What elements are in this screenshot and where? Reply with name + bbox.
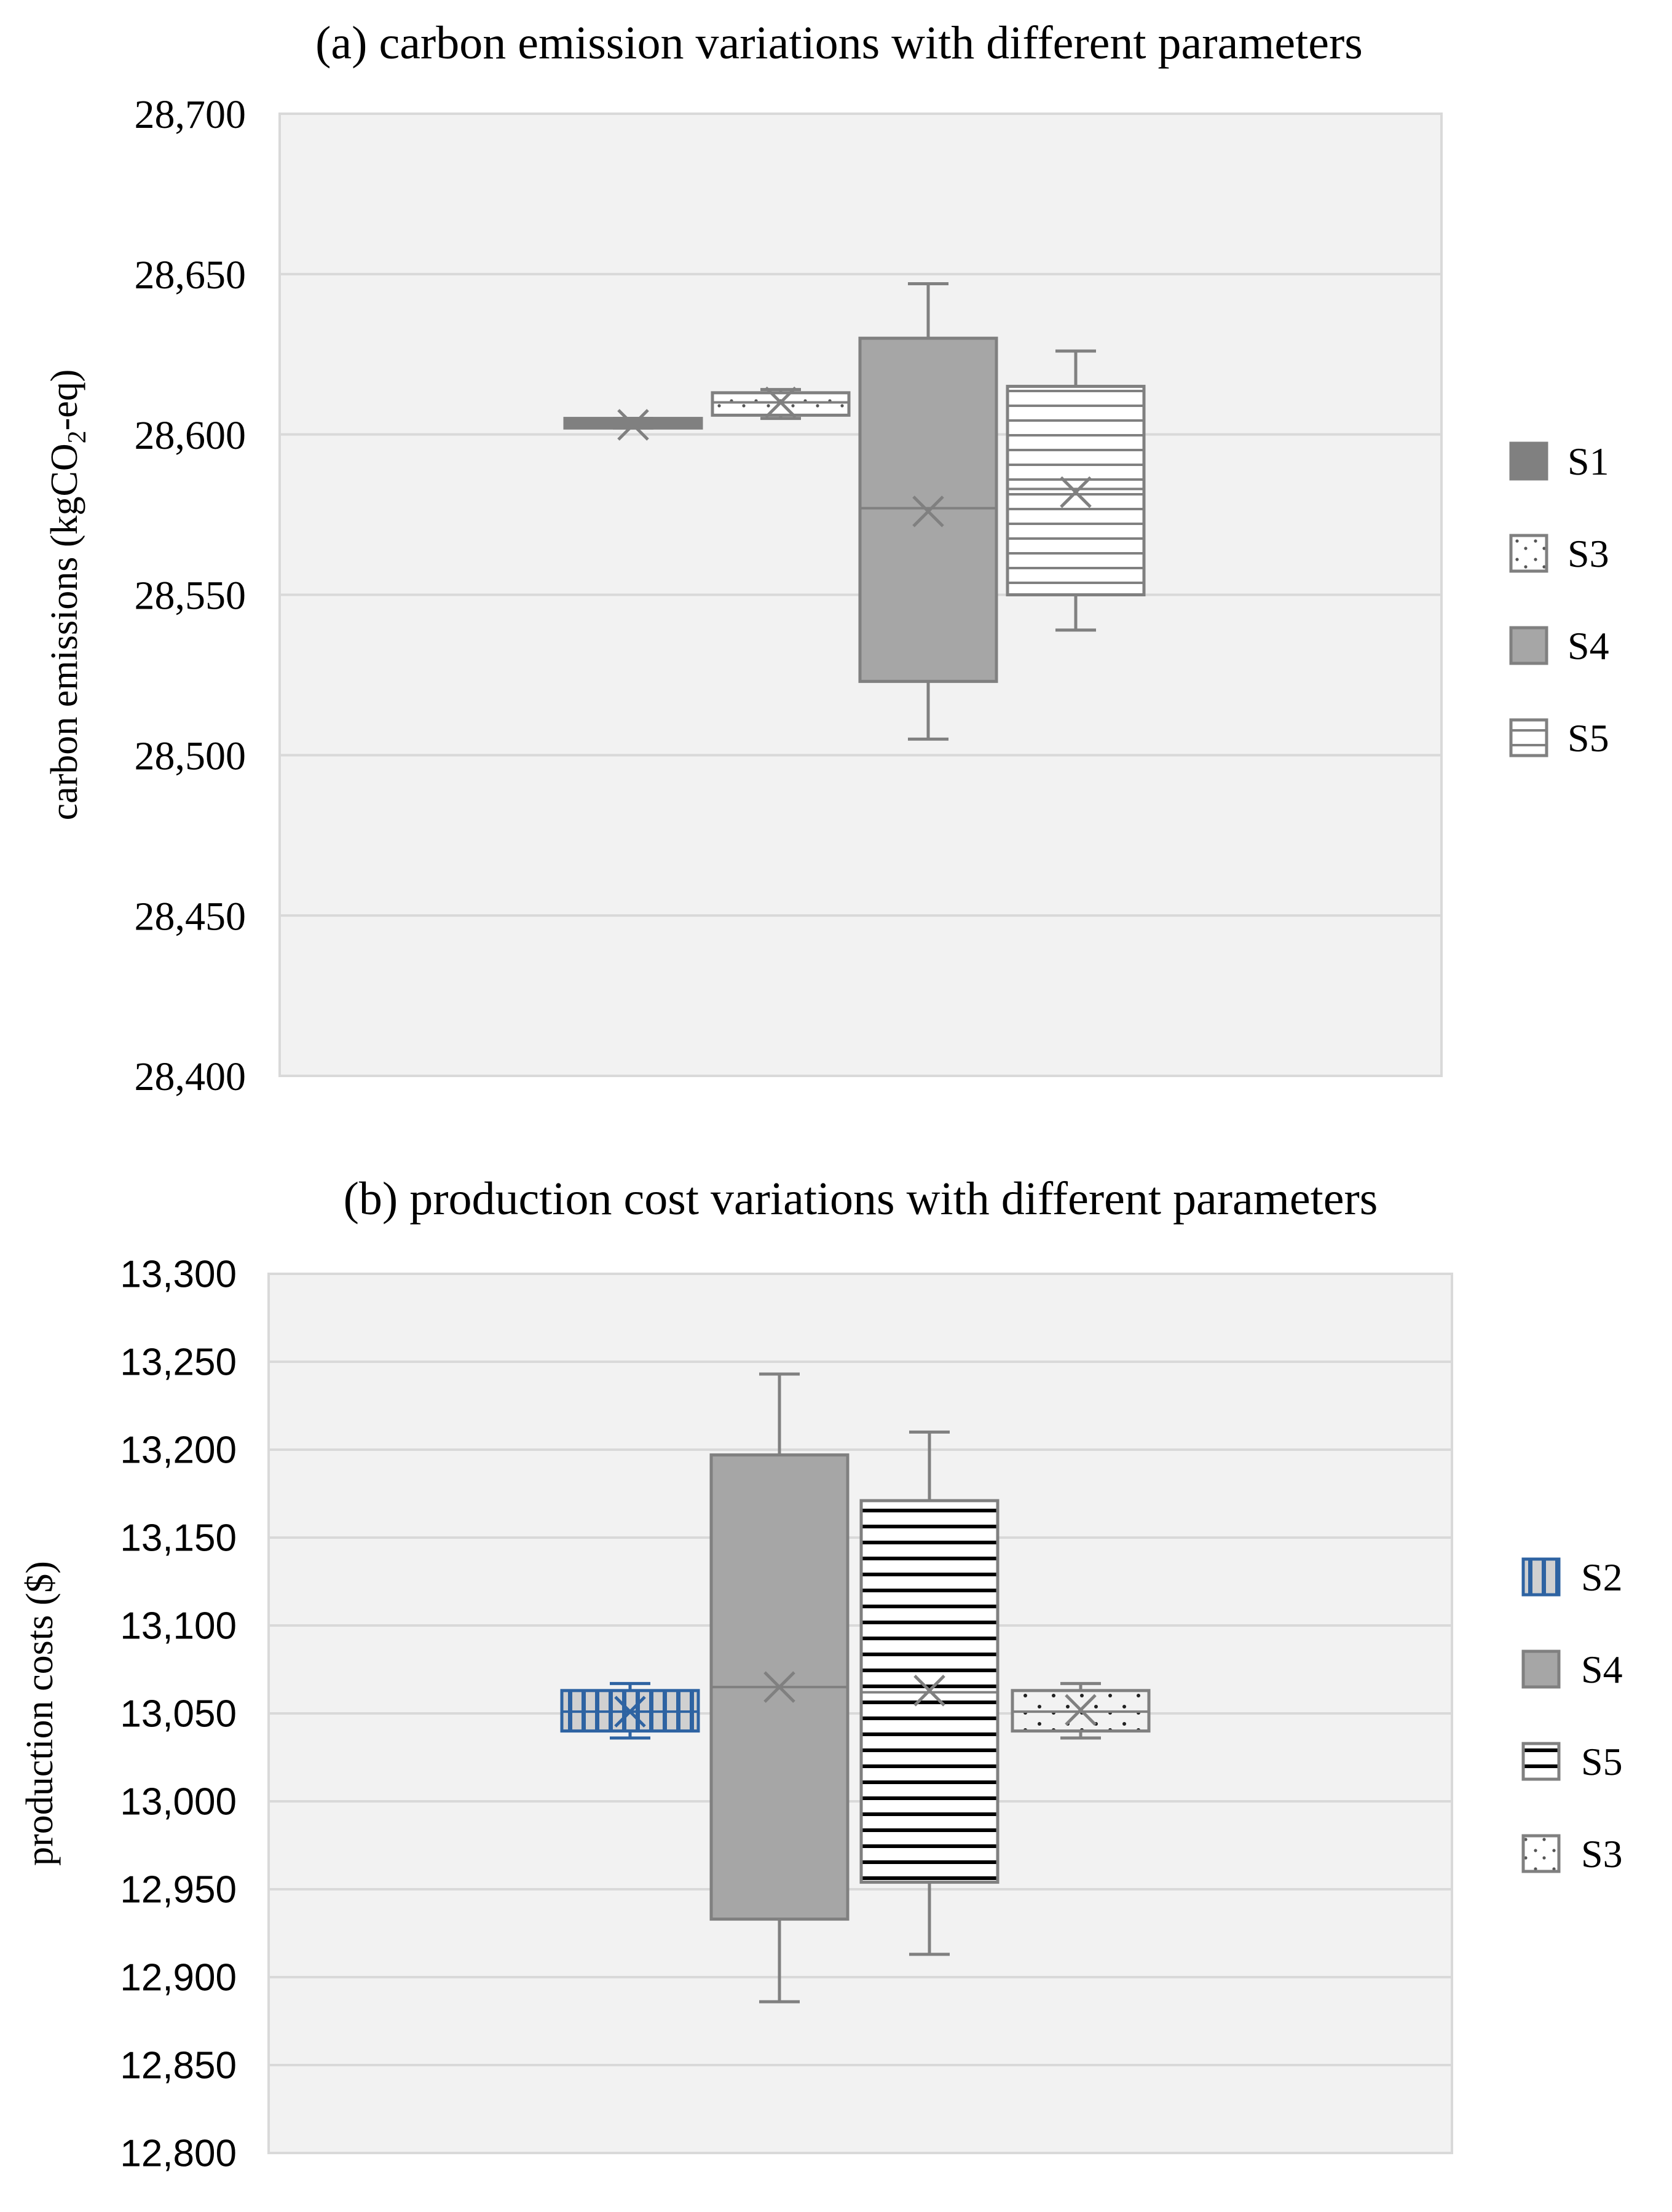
box-s4 <box>709 1372 850 2004</box>
y-tick-label: 12,800 <box>120 2133 237 2175</box>
legend-item-s4: S4 <box>1509 624 1609 668</box>
chart-panel-a: (a) carbon emission variations with diff… <box>44 17 1609 1099</box>
y-tick-label: 13,300 <box>120 1254 237 1296</box>
mean-marker <box>1060 476 1092 508</box>
y-tick-label: 28,700 <box>135 92 246 137</box>
box-s5 <box>1006 349 1146 632</box>
y-tick-label: 28,450 <box>135 894 246 939</box>
y-tick-label: 13,100 <box>120 1605 237 1648</box>
box-s1 <box>563 409 703 441</box>
mean-marker <box>1065 1694 1097 1726</box>
legend-label: S4 <box>1581 1648 1623 1691</box>
chart-title: (a) carbon emission variations with diff… <box>315 17 1363 69</box>
legend-swatch <box>1521 1742 1561 1781</box>
legend-label: S4 <box>1568 624 1609 668</box>
box-s5 <box>859 1430 1000 1956</box>
y-tick-label: 12,950 <box>120 1869 237 1911</box>
y-tick-label: 13,250 <box>120 1341 237 1384</box>
legend-label: S5 <box>1581 1740 1623 1783</box>
y-axis-label: carbon emissions (kgCO2-eq) <box>44 369 92 821</box>
legend-label: S1 <box>1568 440 1609 483</box>
legend-item-s3: S3 <box>1521 1832 1623 1876</box>
legend-swatch <box>1521 1649 1561 1689</box>
box-s2 <box>560 1681 700 1740</box>
y-tick-label: 28,550 <box>135 574 246 618</box>
chart-panel-b: (b) production cost variations with diff… <box>19 1173 1623 2175</box>
y-tick-label: 28,600 <box>135 413 246 458</box>
legend-item-s2: S2 <box>1521 1555 1623 1599</box>
legend-item-s5: S5 <box>1521 1740 1623 1783</box>
box-s4 <box>858 282 998 741</box>
box-s3 <box>1011 1681 1151 1740</box>
y-tick-label: 13,200 <box>120 1429 237 1472</box>
legend-label: S3 <box>1568 532 1609 575</box>
y-tick-label: 12,900 <box>120 1957 237 1999</box>
y-tick-label: 13,150 <box>120 1517 237 1560</box>
y-tick-label: 13,000 <box>120 1781 237 1823</box>
legend-swatch <box>1509 718 1548 757</box>
y-tick-label: 28,500 <box>135 733 246 778</box>
box-body <box>858 336 998 683</box>
y-tick-label: 13,050 <box>120 1693 237 1736</box>
mean-marker <box>617 409 649 441</box>
legend-swatch <box>1509 534 1548 573</box>
legend-label: S2 <box>1581 1555 1623 1599</box>
y-tick-label: 28,400 <box>135 1054 246 1099</box>
legend-swatch <box>1509 626 1548 665</box>
chart-title: (b) production cost variations with diff… <box>344 1173 1378 1225</box>
legend-item-s3: S3 <box>1509 532 1609 575</box>
legend-item-s4: S4 <box>1521 1648 1623 1691</box>
mean-marker <box>765 386 797 419</box>
legend-label: S3 <box>1581 1832 1623 1876</box>
mean-marker <box>912 496 944 527</box>
mean-marker <box>913 1675 945 1707</box>
legend-swatch <box>1509 441 1548 481</box>
y-tick-label: 12,850 <box>120 2045 237 2087</box>
mean-marker <box>763 1671 795 1703</box>
legend-item-s5: S5 <box>1509 716 1609 760</box>
legend-label: S5 <box>1568 716 1609 760</box>
mean-marker <box>614 1696 646 1728</box>
legend-swatch <box>1521 1834 1561 1873</box>
y-tick-label: 28,650 <box>135 253 246 298</box>
legend-item-s1: S1 <box>1509 440 1609 483</box>
y-axis-label: production costs ($) <box>19 1561 61 1866</box>
box-s3 <box>711 386 851 421</box>
legend-swatch <box>1521 1557 1561 1597</box>
